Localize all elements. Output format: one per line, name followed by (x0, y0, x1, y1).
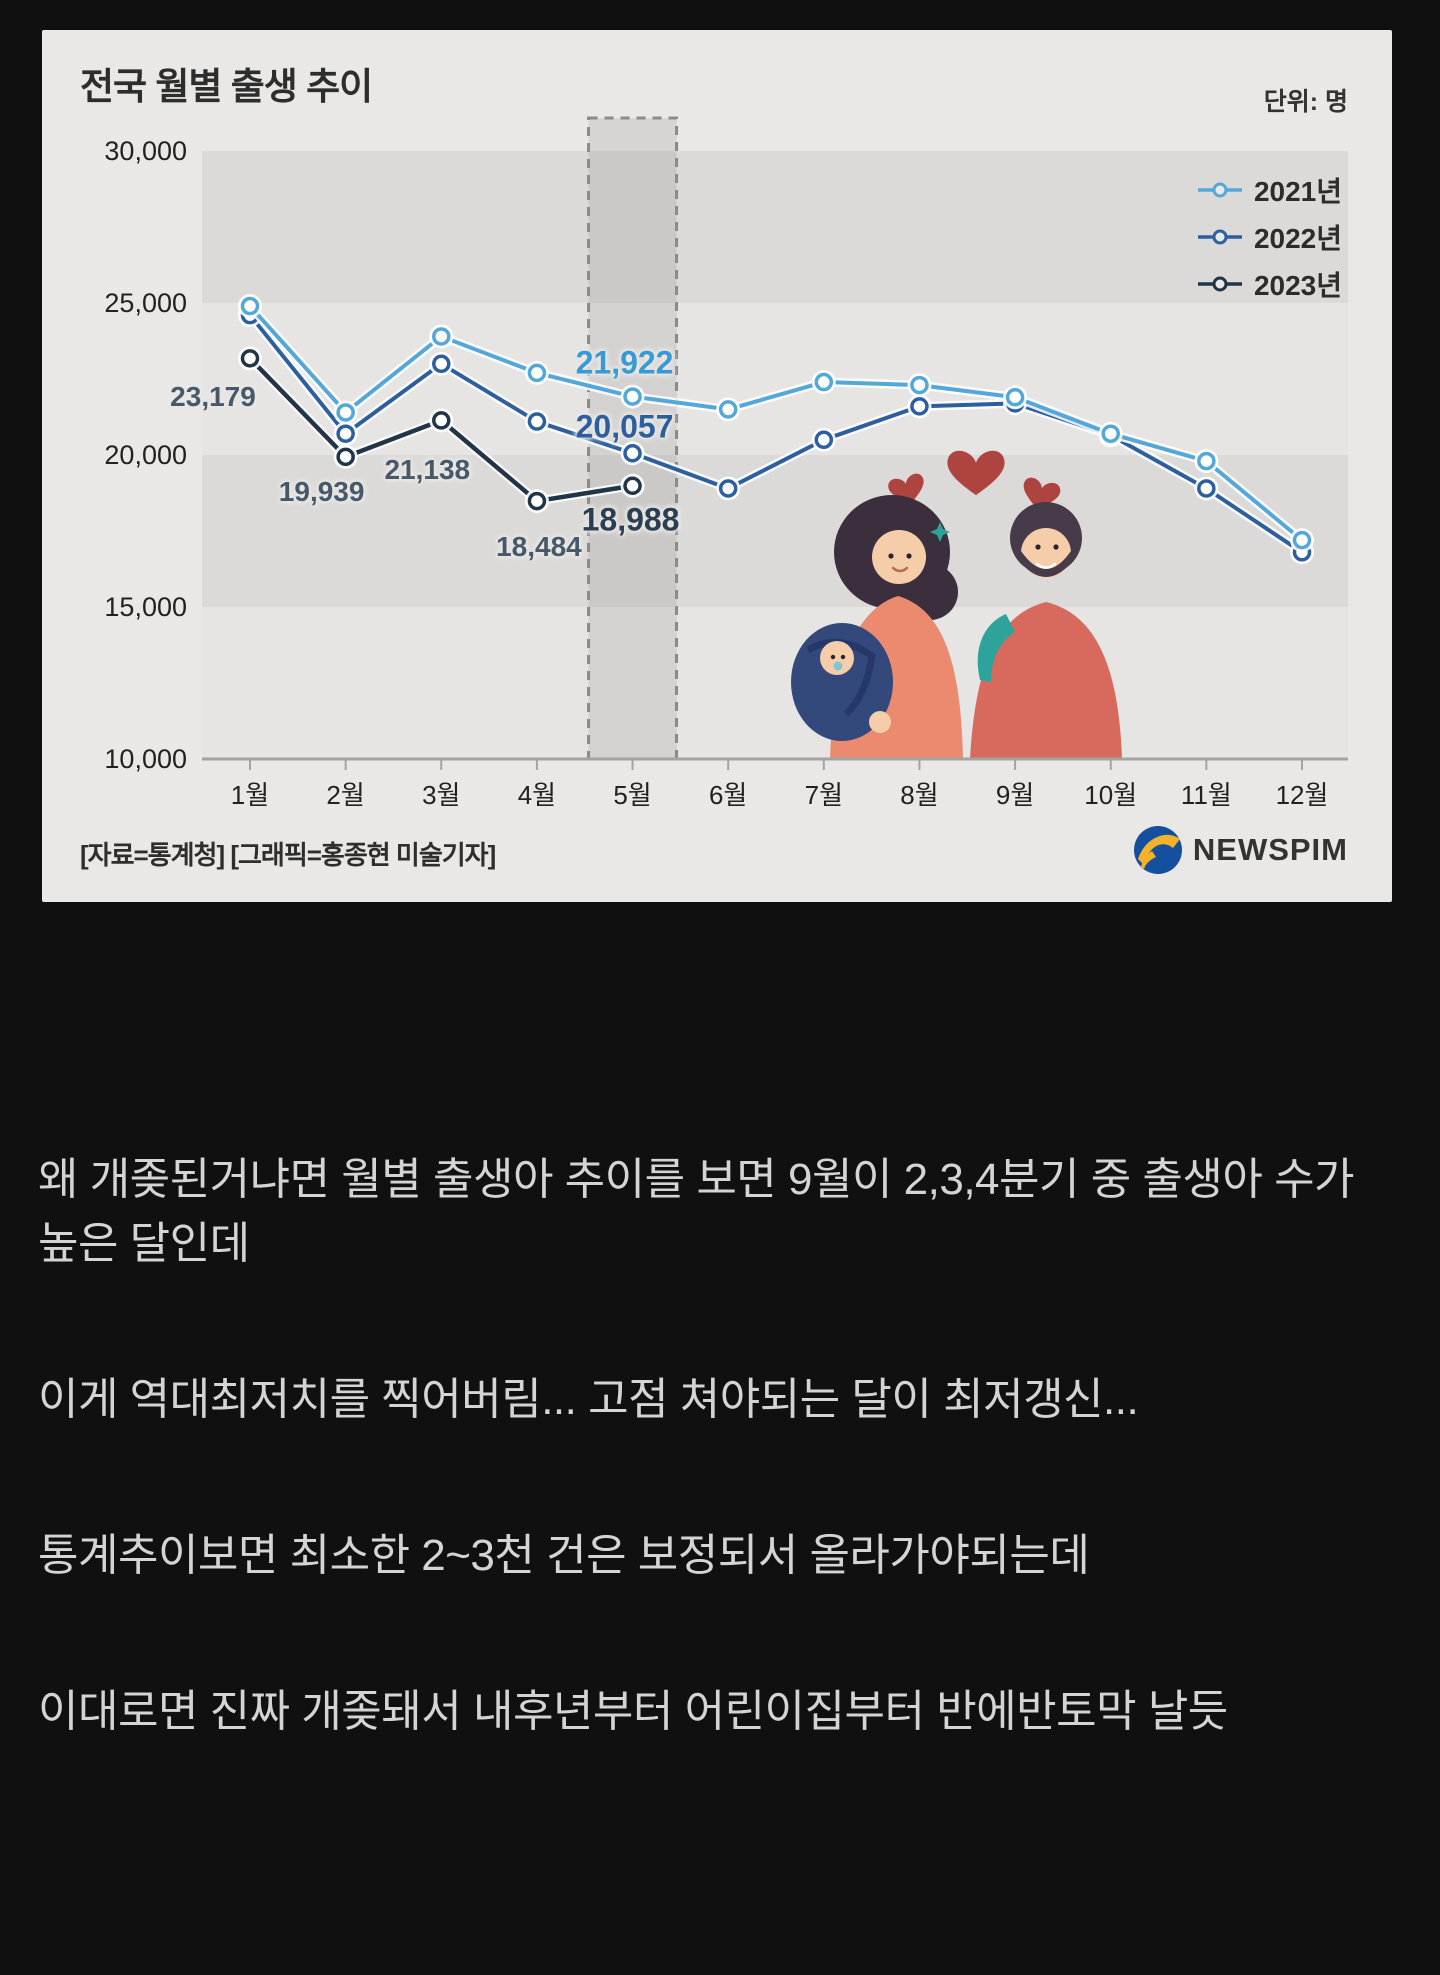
x-axis-month-label: 11월 (1180, 780, 1232, 810)
y-axis-tick-label: 10,000 (104, 744, 187, 774)
x-axis-month-label: 6월 (708, 780, 748, 810)
x-axis-month-label: 9월 (995, 780, 1035, 810)
data-point-label: 18,484 (496, 531, 582, 563)
chart-title: 전국 월별 출생 추이 (80, 66, 373, 107)
legend-item: 2023년 (1197, 264, 1342, 304)
legend-label: 2021년 (1253, 176, 1342, 207)
x-axis-month-label: 1월 (230, 780, 270, 810)
legend-label: 2023년 (1253, 270, 1342, 301)
legend-line-marker-icon (1197, 229, 1242, 245)
x-axis-month-label: 8월 (900, 780, 939, 810)
birth-trend-chart-card: 전국 월별 출생 추이 단위: 명 30,000 25,000 20,000 15,0… (42, 30, 1392, 902)
birth-trend-line-chart (202, 116, 1348, 770)
x-axis-month-label: 5월 (613, 780, 652, 810)
x-axis-month-label: 12월 (1275, 780, 1329, 810)
legend-line-marker-icon (1197, 276, 1242, 292)
y-axis-tick-label: 15,000 (104, 592, 187, 622)
y-axis-tick-label: 25,000 (104, 288, 187, 318)
x-axis-month-label: 2월 (326, 780, 365, 810)
post-body-text: 왜 개좆된거냐면 월별 출생아 추이를 보면 9월이 2,3,4분기 중 출생아… (38, 1148, 1404, 1836)
family-illustration (791, 450, 1122, 759)
data-point-label: 21,138 (384, 454, 471, 486)
data-point-label: 19,939 (278, 475, 365, 507)
chart-unit-label: 단위: 명 (1263, 88, 1348, 116)
post-paragraph: 통계추이보면 최소한 2~3천 건은 보정되서 올라가야되는데 (38, 1531, 1090, 1580)
legend-item: 2022년 (1197, 217, 1342, 257)
post-paragraph: 왜 개좆된거냐면 월별 출생아 추이를 보면 9월이 2,3,4분기 중 출생아… (38, 1155, 1355, 1268)
publisher-name: NEWSPIM (1192, 832, 1348, 867)
chart-legend: 2021년 2022년 2023년 (1197, 170, 1342, 311)
source-credit: [자료=통계청] [그래픽=홍종현 미술기자] (80, 840, 496, 870)
x-axis-month-label: 7월 (804, 780, 843, 810)
x-axis-month-label: 3월 (422, 780, 461, 810)
y-axis-tick-label: 20,000 (104, 440, 187, 470)
legend-label: 2022년 (1253, 223, 1342, 254)
y-axis-tick-label: 30,000 (104, 136, 187, 166)
post-paragraph: 이게 역대최저치를 찍어버림... 고점 쳐야되는 달이 최저갱신... (38, 1375, 1139, 1424)
legend-item: 2021년 (1197, 170, 1342, 210)
data-point-label: 21,922 (575, 344, 674, 381)
data-point-label: 18,988 (581, 501, 680, 538)
publisher-brand: NEWSPIM (1133, 825, 1348, 875)
data-point-label: 20,057 (575, 408, 674, 445)
post-paragraph: 이대로면 진짜 개좆돼서 내후년부터 어린이집부터 반에반토막 날듯 (38, 1687, 1228, 1736)
x-axis-month-label: 10월 (1084, 780, 1138, 810)
data-point-label: 23,179 (170, 381, 256, 413)
legend-line-marker-icon (1197, 182, 1242, 198)
newspim-logo-icon (1133, 826, 1182, 874)
x-axis-month-label: 4월 (517, 780, 557, 810)
